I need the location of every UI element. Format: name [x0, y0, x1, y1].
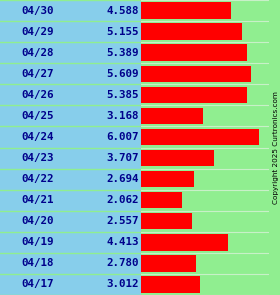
Bar [141, 45, 247, 61]
Text: 04/28: 04/28 [21, 48, 54, 58]
Text: 4.413: 4.413 [106, 237, 139, 247]
Text: Copyright 2025 Curtronics.com: Copyright 2025 Curtronics.com [273, 91, 279, 204]
Text: 04/30: 04/30 [21, 6, 54, 16]
Bar [141, 213, 192, 230]
Text: 04/23: 04/23 [21, 153, 54, 163]
Text: 5.389: 5.389 [106, 48, 139, 58]
Bar [141, 150, 214, 166]
Bar [141, 234, 228, 250]
Text: 04/20: 04/20 [21, 216, 54, 226]
Bar [141, 87, 247, 103]
Text: 04/26: 04/26 [21, 90, 54, 100]
Text: 4.588: 4.588 [106, 6, 139, 16]
Text: 2.780: 2.780 [106, 258, 139, 268]
Text: 04/21: 04/21 [21, 195, 54, 205]
Text: 04/22: 04/22 [21, 174, 54, 184]
Text: 3.012: 3.012 [106, 279, 139, 289]
Text: 3.168: 3.168 [106, 111, 139, 121]
Bar [141, 276, 200, 293]
Text: 04/17: 04/17 [21, 279, 54, 289]
Bar [141, 65, 251, 82]
Text: 3.707: 3.707 [106, 153, 139, 163]
Text: 04/25: 04/25 [21, 111, 54, 121]
Bar [141, 23, 242, 40]
Text: 2.557: 2.557 [106, 216, 139, 226]
Text: 5.385: 5.385 [106, 90, 139, 100]
Bar [141, 129, 259, 145]
Bar [141, 2, 231, 19]
Text: 04/19: 04/19 [21, 237, 54, 247]
Text: 04/27: 04/27 [21, 69, 54, 79]
Bar [141, 108, 204, 124]
Text: 6.007: 6.007 [106, 132, 139, 142]
Text: 5.609: 5.609 [106, 69, 139, 79]
Text: 2.694: 2.694 [106, 174, 139, 184]
Text: 2.062: 2.062 [106, 195, 139, 205]
Text: 5.155: 5.155 [106, 27, 139, 37]
Text: 04/29: 04/29 [21, 27, 54, 37]
Text: 04/24: 04/24 [21, 132, 54, 142]
Bar [141, 171, 194, 187]
Bar [141, 192, 182, 208]
Bar [141, 255, 196, 272]
Text: 04/18: 04/18 [21, 258, 54, 268]
